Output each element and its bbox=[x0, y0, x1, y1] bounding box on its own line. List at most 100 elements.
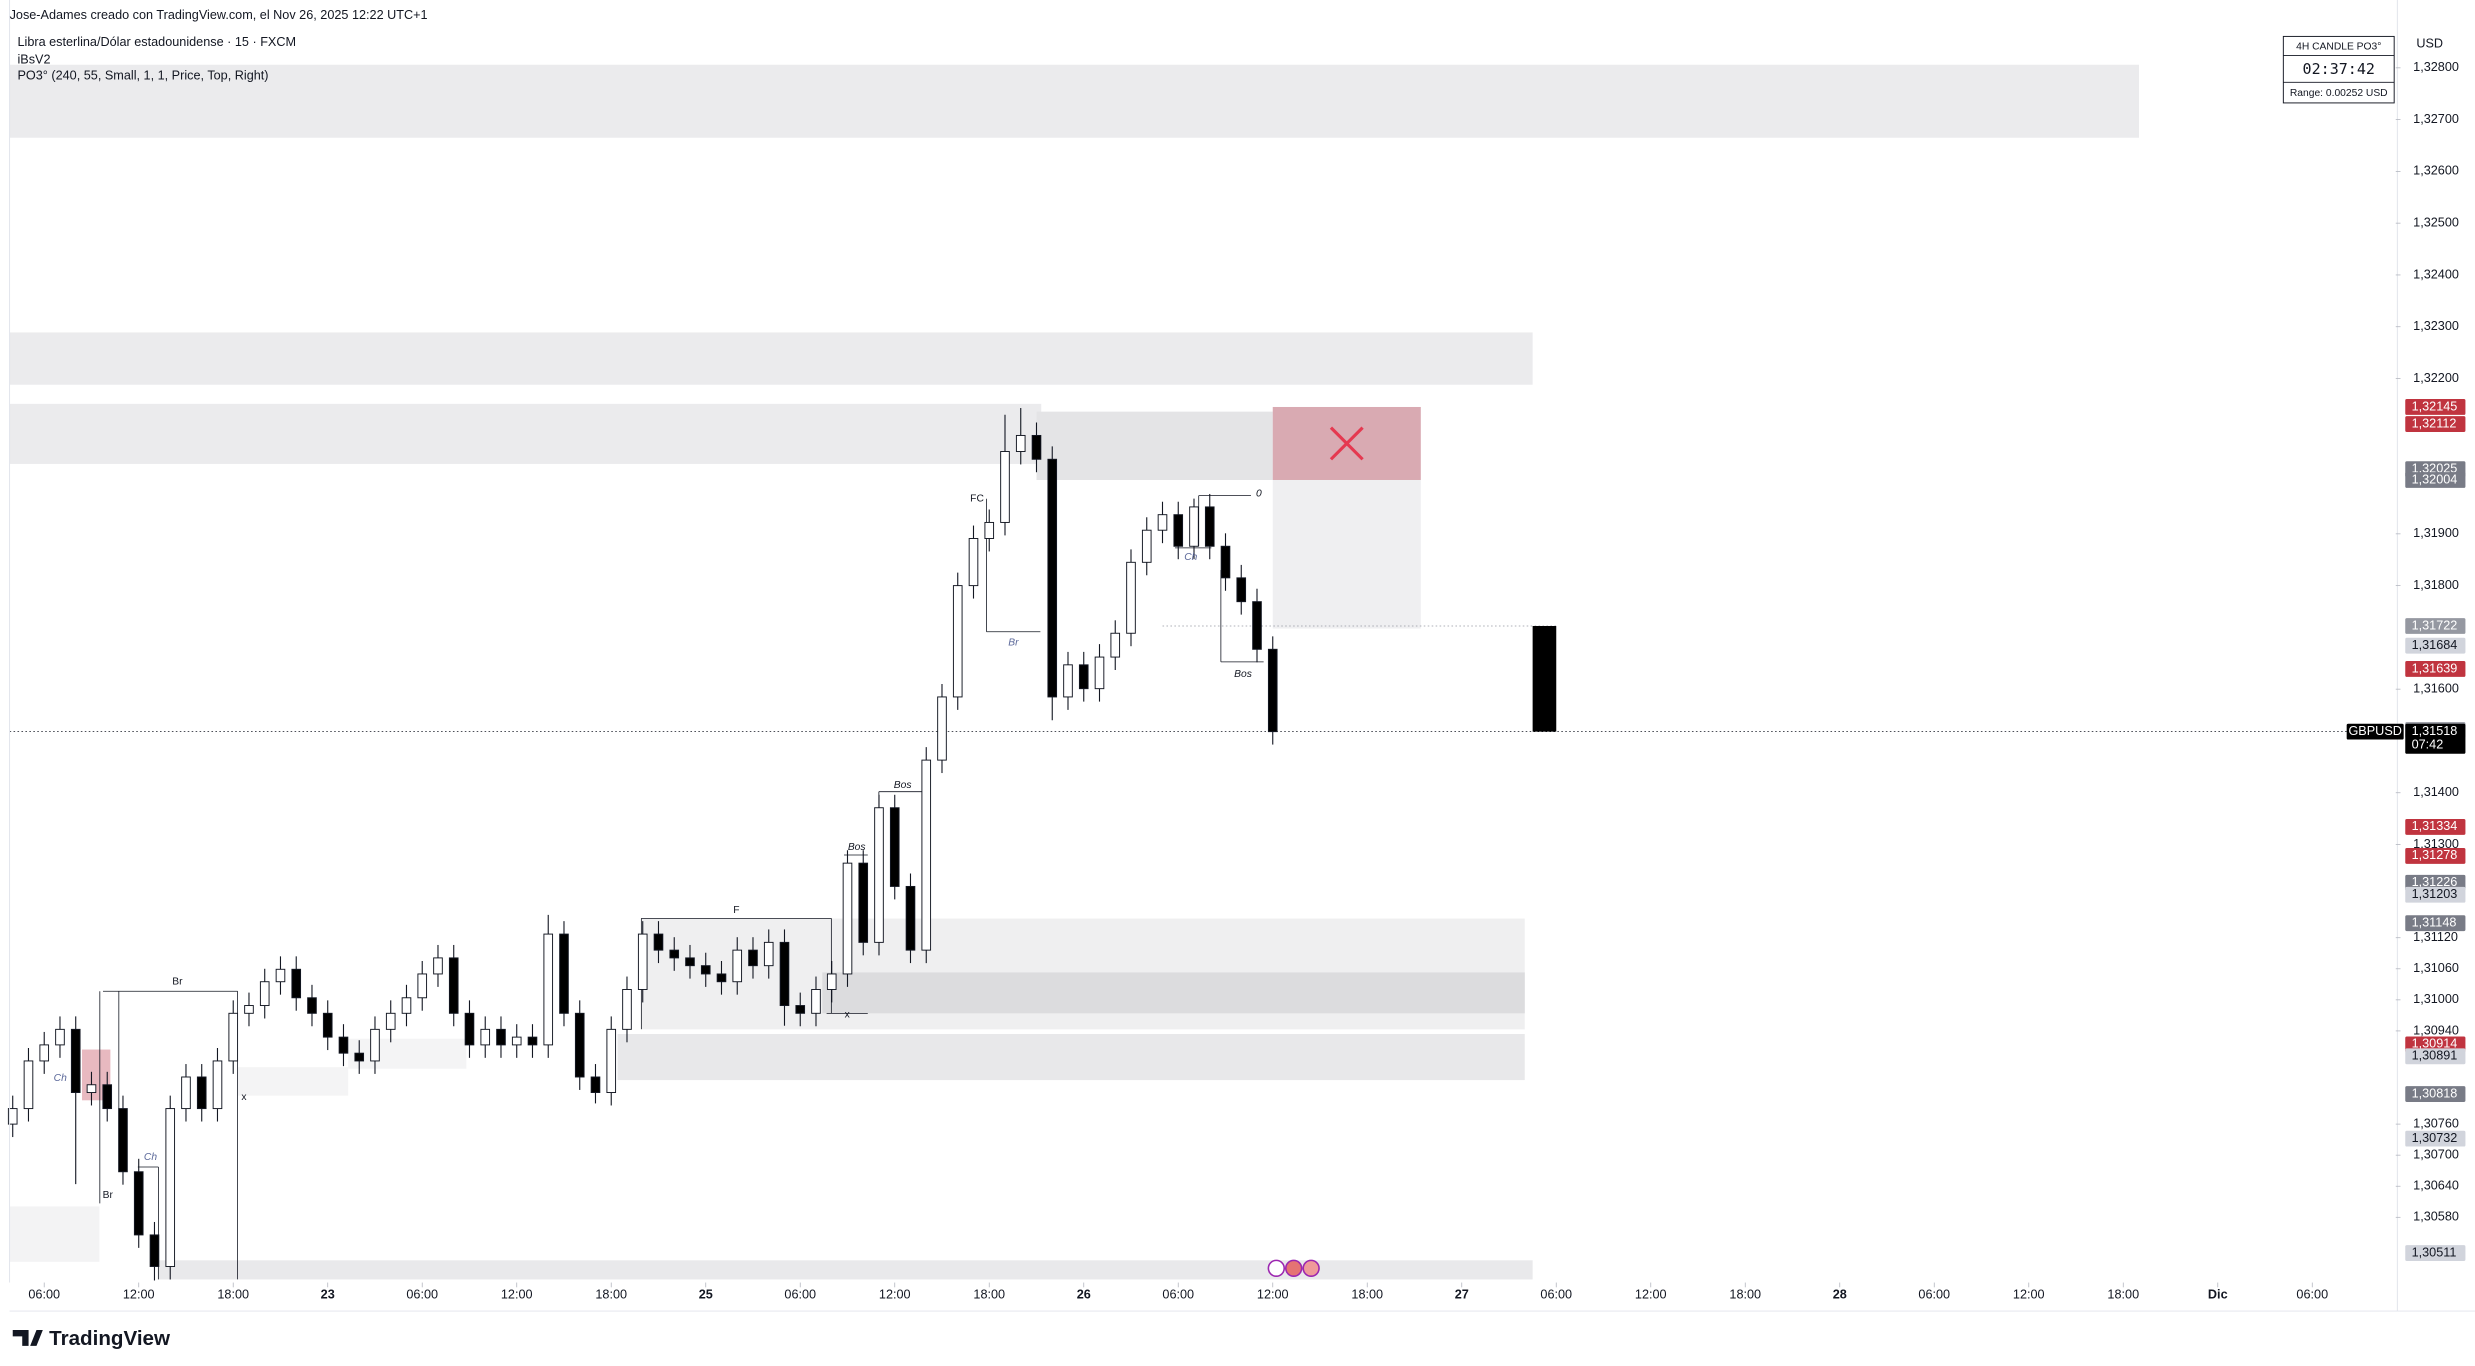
candle-body bbox=[590, 1076, 601, 1094]
candle-body bbox=[7, 1108, 18, 1125]
candle-body bbox=[1078, 664, 1089, 690]
price-label-bg bbox=[2405, 637, 2466, 654]
y-tick-label: 1,31300 bbox=[2413, 837, 2459, 851]
candle-body bbox=[1047, 458, 1058, 698]
logo[interactable]: TradingView bbox=[12, 1327, 171, 1350]
price-label: 1,30511 bbox=[2412, 1245, 2457, 1259]
logo-mark bbox=[12, 1330, 43, 1346]
price-label: 1,30732 bbox=[2412, 1131, 2458, 1145]
candle-body bbox=[196, 1076, 207, 1110]
y-tick-label: 1,32800 bbox=[2413, 60, 2459, 74]
zone bbox=[237, 1067, 349, 1096]
y-tick-label: 1,32600 bbox=[2413, 164, 2459, 178]
candle-body bbox=[39, 1044, 50, 1062]
zone bbox=[9, 332, 1533, 385]
candle-body bbox=[1031, 434, 1042, 460]
x-tick-label: 06:00 bbox=[1918, 1288, 1950, 1302]
candle-body bbox=[480, 1028, 491, 1046]
y-tick-label: 1,30580 bbox=[2413, 1210, 2459, 1224]
candle-body bbox=[338, 1036, 349, 1054]
price-label-bg bbox=[2405, 1245, 2466, 1261]
indicator-name: iBsV2 bbox=[17, 53, 50, 67]
candle-body bbox=[511, 1036, 522, 1046]
price-label: 1,31639 bbox=[2412, 661, 2458, 675]
zone bbox=[348, 1038, 467, 1069]
price-label: 1,30891 bbox=[2412, 1049, 2458, 1063]
x-tick-label: 12:00 bbox=[2013, 1288, 2045, 1302]
zone bbox=[822, 972, 1525, 1014]
x-tick-label: 06:00 bbox=[28, 1288, 60, 1302]
candle-body bbox=[622, 989, 632, 1030]
candle-body bbox=[952, 585, 963, 698]
y-tick-label: 1,32500 bbox=[2413, 216, 2459, 230]
candle-body bbox=[826, 973, 837, 990]
candle-body bbox=[842, 862, 853, 975]
x-tick-label: 18:00 bbox=[217, 1288, 249, 1302]
y-tick-label: 1,30940 bbox=[2413, 1023, 2459, 1037]
po3-range: Range: 0.00252 USD bbox=[2290, 88, 2388, 99]
price-label: 1,32145 bbox=[2412, 399, 2458, 413]
candle-body bbox=[795, 1005, 806, 1014]
symbol-label: GBPUSD bbox=[2348, 724, 2401, 738]
price-label-bg bbox=[2405, 661, 2466, 677]
candle-body bbox=[275, 968, 286, 983]
candle-body bbox=[889, 807, 900, 887]
annotation: x bbox=[845, 1010, 851, 1021]
candle-body bbox=[1236, 577, 1247, 603]
candle-body bbox=[1157, 514, 1168, 531]
candle-body bbox=[1204, 506, 1215, 547]
x-tick-label: 23 bbox=[321, 1288, 335, 1302]
price-label-bg bbox=[2405, 399, 2466, 415]
y-tick-label: 1,31600 bbox=[2413, 682, 2459, 696]
zone bbox=[9, 1206, 100, 1262]
candle-body bbox=[1063, 664, 1073, 698]
price-label-bg bbox=[2405, 1036, 2466, 1053]
x-tick-label: 25 bbox=[699, 1288, 713, 1302]
price-label: 1,31334 bbox=[2412, 819, 2458, 833]
x-tick-label: 12:00 bbox=[123, 1288, 155, 1302]
event-icon bbox=[1285, 1259, 1303, 1278]
candle-body bbox=[23, 1060, 34, 1110]
y-tick-label: 1,31900 bbox=[2413, 526, 2459, 540]
cancel-icon bbox=[1329, 426, 1364, 461]
candle-body bbox=[212, 1060, 223, 1110]
candle-body bbox=[779, 941, 790, 1007]
y-tick-label: 1,31060 bbox=[2413, 961, 2459, 975]
x-tick-label: 12:00 bbox=[879, 1288, 911, 1302]
price-label: 1,31722 bbox=[2412, 618, 2458, 632]
currency: USD bbox=[2416, 37, 2443, 51]
annotation: Ch bbox=[1184, 552, 1197, 563]
price-label: 1,30818 bbox=[2412, 1086, 2458, 1100]
candle-body bbox=[228, 1012, 239, 1062]
x-tick-label: Dic bbox=[2208, 1288, 2228, 1302]
price-label-bg bbox=[2405, 874, 2466, 891]
price-label: 1,30914 bbox=[2412, 1037, 2458, 1051]
candle-body bbox=[433, 957, 443, 975]
author-line: Jose-Adames creado con TradingView.com, … bbox=[10, 8, 428, 22]
candle-body bbox=[1141, 529, 1152, 563]
x-tick-label: 18:00 bbox=[1351, 1288, 1383, 1302]
x-tick-label: 06:00 bbox=[1540, 1288, 1572, 1302]
candle-body bbox=[984, 521, 995, 539]
candle-body bbox=[1252, 601, 1262, 650]
candle-body bbox=[543, 933, 554, 1046]
candle-body bbox=[86, 1084, 97, 1094]
price-label-bg bbox=[2405, 618, 2466, 634]
price-label-bg bbox=[2405, 416, 2466, 432]
price-label: 1,32004 bbox=[2412, 472, 2458, 486]
y-tick-label: 1,30640 bbox=[2413, 1179, 2459, 1193]
x-tick-label: 06:00 bbox=[1162, 1288, 1194, 1302]
current-price-label: 1,31518 bbox=[2412, 724, 2458, 738]
price-label: 1,32025 bbox=[2412, 461, 2458, 475]
candle-body bbox=[968, 538, 979, 587]
candle-body bbox=[1126, 561, 1136, 634]
plot-area: FC Br Ch 0 Bos Bos Bos Fx Br x Ch Ch Br bbox=[7, 64, 2395, 1281]
candle-body bbox=[417, 973, 428, 999]
price-label: 1,31226 bbox=[2412, 875, 2458, 889]
price-label: 1,31684 bbox=[2412, 638, 2458, 652]
candle-body bbox=[464, 1012, 475, 1046]
countdown: 07:42 bbox=[2412, 737, 2444, 751]
x-tick-label: 12:00 bbox=[1635, 1288, 1667, 1302]
candle-body bbox=[1000, 451, 1010, 523]
y-tick-label: 1,31800 bbox=[2413, 578, 2459, 592]
